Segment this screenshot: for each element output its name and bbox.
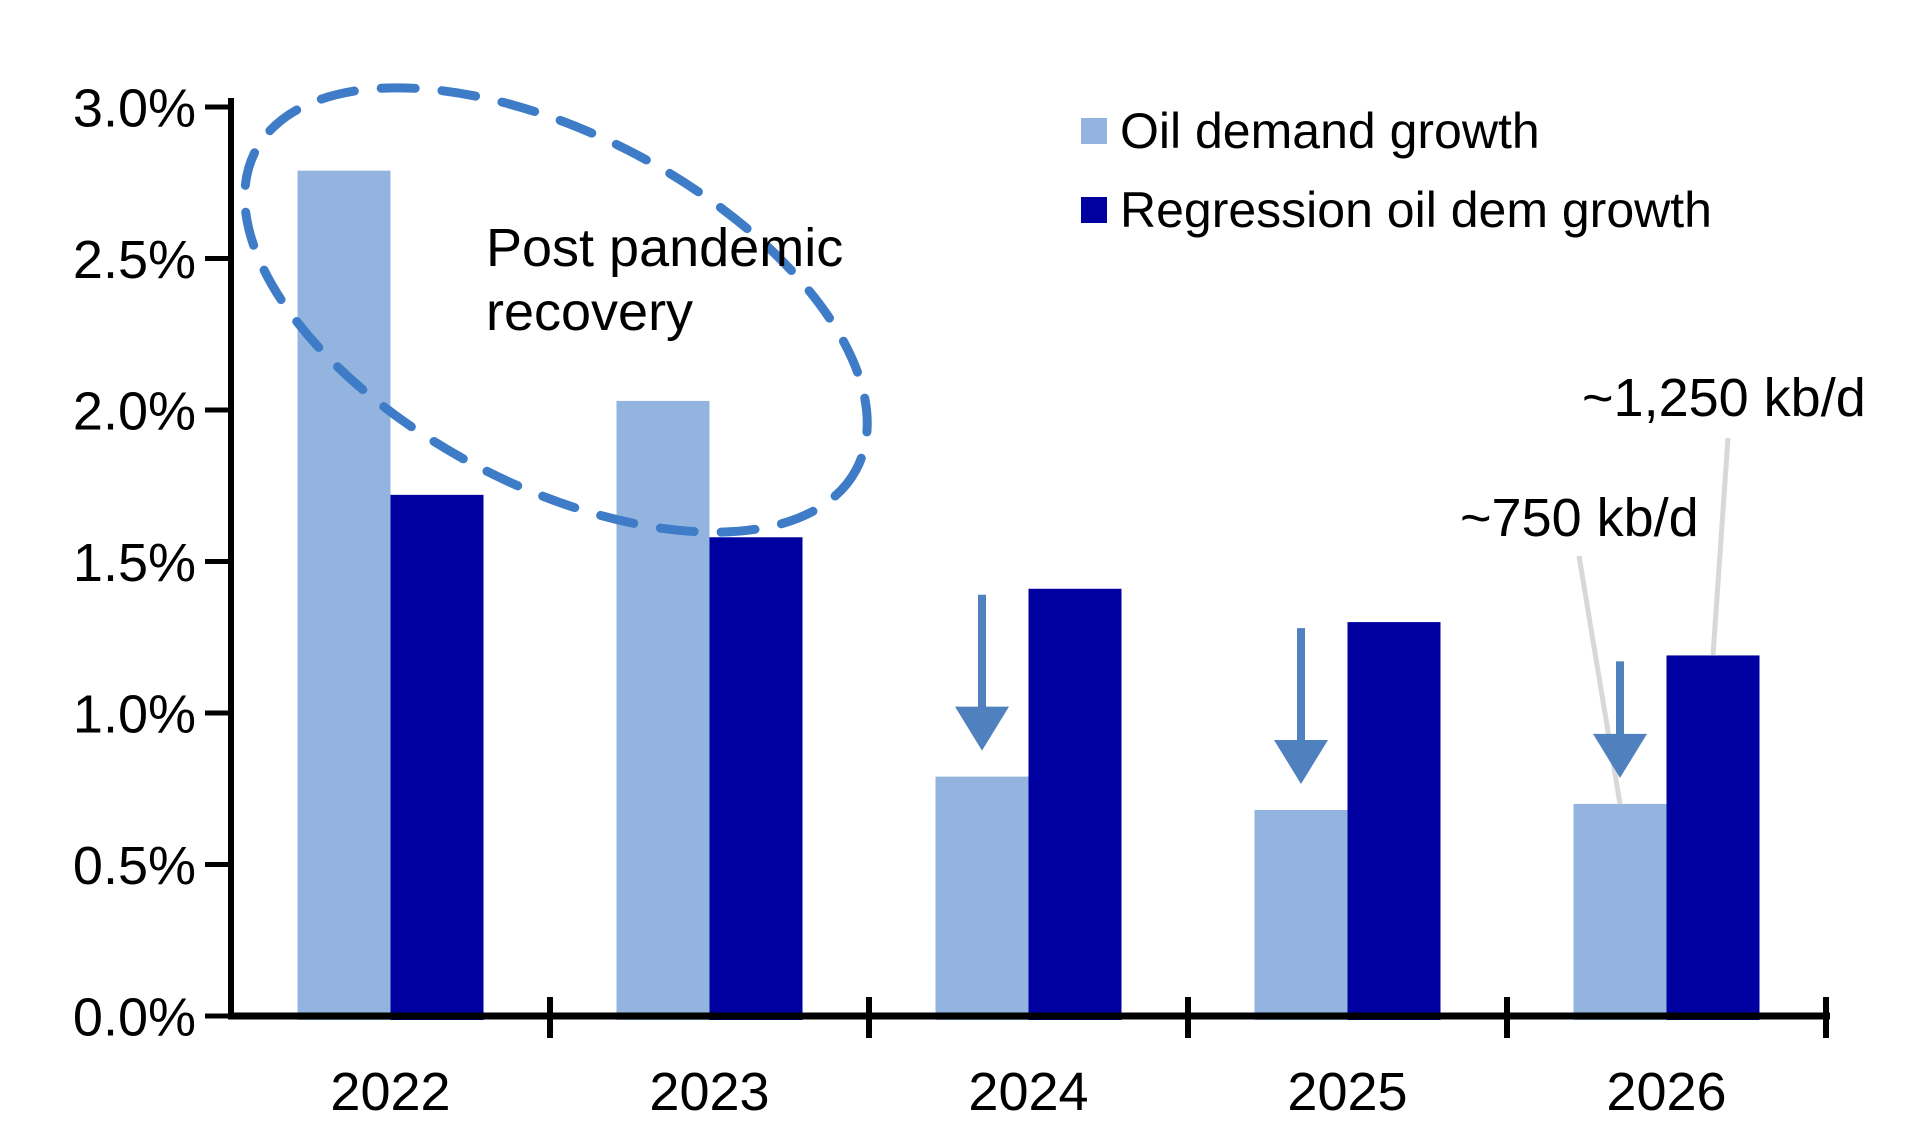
legend: Oil demand growth Regression oil dem gro… [1081,106,1712,235]
legend-label-regression-oil-dem-growth: Regression oil dem growth [1120,182,1712,238]
bar-regression-oil-dem-growth-2025 [1347,622,1441,1020]
axes-layer: 2022 2023 2024 2025 2026 3.0% 2.5% 2.0% 1.5% 1.0%… [73,78,1830,1122]
bar-regression-oil-dem-growth-2023 [709,537,803,1020]
legend-item-regression-oil-dem-growth: Regression oil dem growth [1081,185,1712,235]
bar-regression-oil-dem-growth-2022 [390,494,484,1021]
y-tick-label-2.5%: 2.5% [73,230,196,290]
y-tick-label-0.5%: 0.5% [73,836,196,896]
bars-layer [297,170,1760,1021]
y-tick-label-3.0%: 3.0% [73,78,196,138]
legend-label-oil-demand-growth: Oil demand growth [1120,103,1540,159]
callout-line-1250 [1710,437,1731,656]
bar-regression-oil-dem-growth-2026 [1666,655,1760,1020]
legend-swatch-regression-oil-dem-growth [1081,197,1107,223]
callout-1250-label: ~1,250 kb/d [1582,368,1866,428]
bar-oil-demand-growth-2024 [935,776,1029,1020]
legend-swatch-oil-demand-growth [1081,118,1107,144]
bar-oil-demand-growth-2026 [1573,803,1667,1020]
y-tick-label-2.0%: 2.0% [73,381,196,441]
decline-arrow-head-2024 [955,706,1009,751]
x-tick-label-2023: 2023 [649,1062,769,1122]
post-pandemic-recovery-note: Post pandemic recovery [486,218,844,342]
bar-oil-demand-growth-2022 [297,170,391,1020]
y-tick-label-1.0%: 1.0% [73,684,196,744]
decline-arrows-layer [955,594,1647,784]
y-tick-label-0.0%: 0.0% [73,987,196,1047]
y-tick-label-1.5%: 1.5% [73,533,196,593]
bar-oil-demand-growth-2025 [1254,809,1348,1020]
bar-oil-demand-growth-2023 [616,400,710,1020]
legend-item-oil-demand-growth: Oil demand growth [1081,106,1712,156]
x-tick-label-2024: 2024 [968,1062,1088,1122]
callout-750-label: ~750 kb/d [1460,488,1699,548]
decline-arrow-head-2026 [1593,733,1647,778]
decline-arrow-head-2025 [1274,739,1328,784]
post-pandemic-ellipse [240,83,872,537]
bar-regression-oil-dem-growth-2024 [1028,588,1122,1020]
x-tick-label-2026: 2026 [1606,1062,1726,1122]
x-tick-label-2025: 2025 [1287,1062,1407,1122]
x-tick-label-2022: 2022 [330,1062,450,1122]
